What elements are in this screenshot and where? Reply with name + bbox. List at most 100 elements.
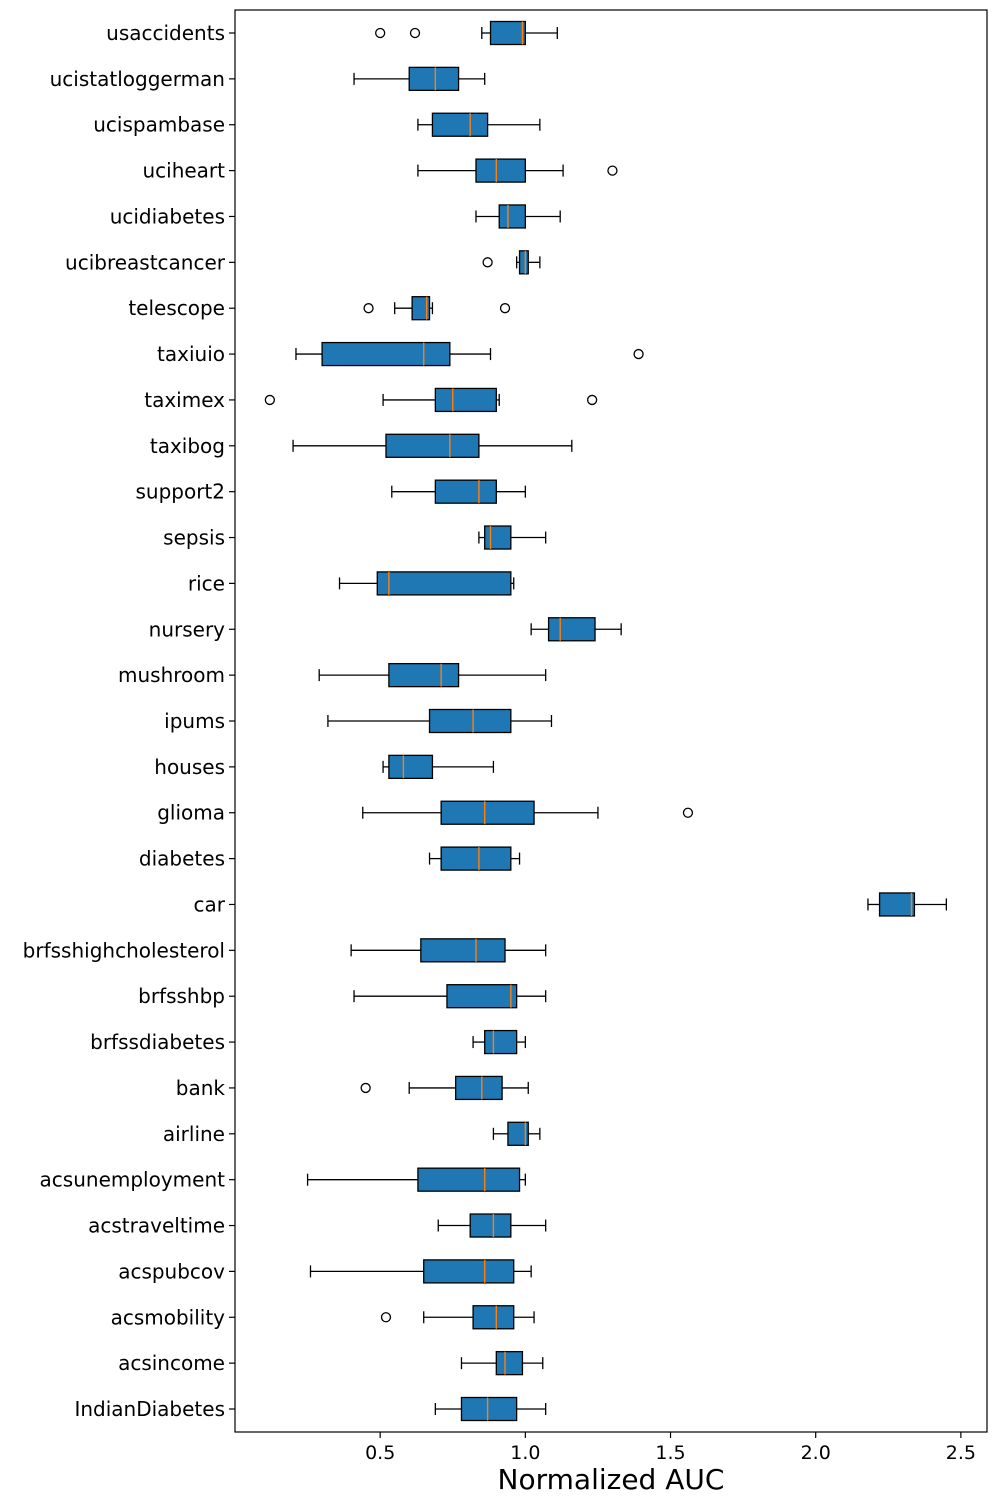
boxplot-brfsshighcholesterol: [350, 938, 547, 963]
boxplot-ipums: [327, 708, 553, 734]
boxplot-brfsshbp: [353, 984, 547, 1009]
y-tick-label: acspubcov: [118, 1259, 225, 1283]
boxplot-car: [867, 892, 948, 917]
outlier-point: [380, 1312, 392, 1323]
x-axis-label: Normalized AUC: [498, 1463, 725, 1496]
box: [484, 1029, 518, 1055]
outlier-point: [482, 257, 493, 268]
y-tick-label: acsincome: [118, 1351, 225, 1375]
outlier-point: [375, 27, 386, 39]
outlier-point: [264, 394, 275, 406]
boxplot-acspubcov: [309, 1259, 532, 1284]
boxplot-ucidiabetes: [475, 204, 561, 229]
y-tick-label: mushroom: [118, 663, 225, 687]
outlier-point: [360, 1082, 371, 1094]
boxplot-ucibreastcancer: [482, 250, 541, 275]
y-tick-label: houses: [154, 755, 225, 779]
y-tick-label: diabetes: [139, 847, 225, 871]
box: [385, 433, 480, 458]
boxplot-nursery: [530, 617, 622, 642]
y-tick-label: brfsshighcholesterol: [23, 938, 225, 962]
box: [408, 66, 460, 92]
box: [376, 571, 512, 596]
box: [417, 1167, 521, 1192]
y-tick-label: IndianDiabetes: [74, 1397, 225, 1421]
box: [469, 1213, 512, 1238]
y-tick-label: uciheart: [142, 159, 225, 183]
boxplot-taxiuio: [295, 341, 644, 367]
outlier-point: [363, 303, 374, 314]
boxplot-uciheart: [417, 158, 618, 183]
box: [440, 800, 535, 825]
y-tick-label: acsunemployment: [40, 1168, 226, 1192]
boxplot-sepsis: [478, 525, 547, 550]
boxplot-glioma: [362, 800, 694, 825]
outlier-point: [607, 165, 618, 176]
box: [423, 1259, 515, 1284]
box: [388, 662, 460, 688]
y-tick-label: ipums: [164, 709, 225, 733]
y-tick-label: telescope: [128, 296, 225, 320]
box: [434, 479, 497, 504]
box: [495, 1350, 524, 1376]
y-tick-label: acstraveltime: [88, 1214, 225, 1238]
boxes-layer: [264, 20, 948, 1422]
boxplot-ucispambase: [417, 112, 541, 137]
y-tick-label: ucistatloggerman: [50, 67, 225, 91]
boxplot-bank: [360, 1075, 529, 1101]
y-tick-label: taximex: [144, 388, 225, 412]
boxplot-mushroom: [318, 662, 547, 688]
y-tick-label: brfssdiabetes: [90, 1030, 225, 1054]
x-tick-label: 1.0: [510, 1442, 540, 1464]
boxplot-airline: [492, 1121, 541, 1146]
box: [431, 112, 489, 137]
boxplot-acsmobility: [380, 1305, 535, 1330]
box: [475, 158, 526, 183]
x-tick-label: 1.5: [655, 1442, 685, 1464]
boxplot-brfssdiabetes: [472, 1029, 526, 1055]
y-tick-label: nursery: [149, 617, 226, 641]
y-tick-label: acsmobility: [111, 1305, 226, 1329]
y-tick-label: bank: [176, 1076, 226, 1100]
y-tick-label: brfsshbp: [138, 984, 225, 1008]
boxplot-acsincome: [460, 1350, 544, 1376]
y-tick-label: taxiuio: [157, 342, 225, 366]
box: [428, 708, 512, 734]
y-tick-label: ucidiabetes: [110, 204, 225, 228]
y-tick-label: car: [194, 892, 226, 916]
box: [440, 846, 512, 871]
boxplot-support2: [391, 479, 526, 504]
box: [388, 754, 434, 780]
x-tick-label: 2.0: [801, 1442, 831, 1464]
box: [484, 525, 512, 550]
y-tick-label: sepsis: [163, 526, 225, 550]
boxplot-acsunemployment: [306, 1167, 526, 1192]
y-axis-labels: usaccidents ucistatloggerman ucispambase uc…: [23, 21, 235, 1421]
y-tick-label: ucispambase: [93, 113, 225, 137]
outlier-point: [499, 303, 511, 314]
box: [507, 1121, 529, 1146]
boxplot-ucistatloggerman: [353, 66, 486, 92]
box: [489, 20, 526, 46]
y-tick-label: ucibreastcancer: [65, 250, 226, 274]
x-tick-label: 0.5: [365, 1442, 395, 1464]
outlier-point: [682, 807, 694, 818]
box: [460, 1396, 518, 1422]
boxplot-telescope: [363, 296, 511, 321]
box: [518, 250, 529, 275]
x-axis: 0.5 1.0 1.5 2.0 2.5: [365, 1432, 976, 1464]
box: [420, 938, 506, 963]
box: [498, 204, 526, 229]
boxplot-usaccidents: [375, 20, 558, 46]
x-tick-label: 2.5: [946, 1442, 976, 1464]
box: [878, 892, 916, 917]
box: [547, 617, 596, 642]
box: [472, 1305, 515, 1330]
boxplot-houses: [382, 754, 495, 780]
boxplot-acstraveltime: [437, 1213, 547, 1238]
boxplot-taxibog: [292, 433, 573, 458]
y-tick-label: rice: [188, 571, 225, 595]
box: [321, 341, 451, 367]
y-tick-label: usaccidents: [106, 21, 225, 45]
